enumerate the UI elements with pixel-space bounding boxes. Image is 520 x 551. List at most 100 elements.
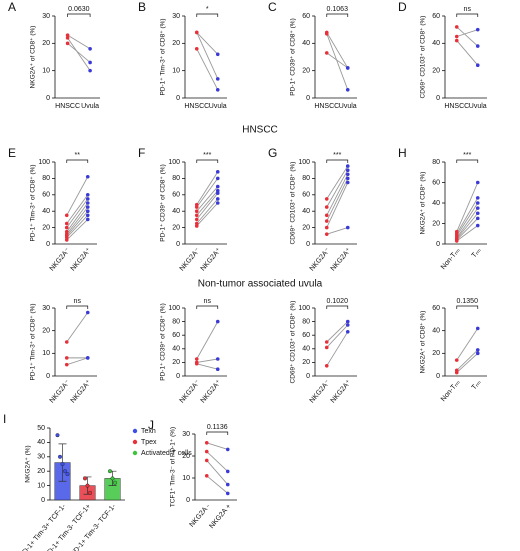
legend-label: Texh bbox=[141, 428, 156, 435]
x-tick-label: Uvula bbox=[209, 103, 227, 110]
data-point bbox=[324, 364, 329, 368]
panel-letter: H bbox=[398, 146, 407, 160]
significance-label: * bbox=[206, 6, 209, 13]
data-point bbox=[85, 483, 90, 488]
pair-line bbox=[456, 349, 479, 371]
legend-marker bbox=[132, 428, 138, 434]
data-point bbox=[88, 60, 92, 65]
y-tick-label: 0 bbox=[436, 241, 440, 248]
data-point bbox=[215, 191, 220, 195]
y-tick-label: 80 bbox=[302, 175, 310, 182]
data-point bbox=[345, 88, 350, 92]
data-point bbox=[345, 176, 350, 181]
y-axis-label: PD-1⁺ CD39⁺ of CD8⁺ (%) bbox=[160, 303, 167, 380]
y-tick-label: 20 bbox=[302, 224, 310, 231]
pair-line bbox=[326, 321, 349, 343]
panel-letter: B bbox=[138, 0, 146, 14]
y-tick-label: 0 bbox=[306, 95, 310, 102]
y-tick-label: 60 bbox=[172, 192, 180, 199]
pair-line bbox=[456, 328, 479, 361]
significance-label: 0.1020 bbox=[327, 298, 349, 305]
x-tick-label: Non-Tᵣₘ bbox=[440, 247, 462, 271]
y-tick-label: 0 bbox=[186, 497, 190, 504]
y-tick-label: 40 bbox=[302, 40, 310, 47]
x-tick-label: HNSCC bbox=[55, 103, 80, 110]
significance-bracket bbox=[456, 159, 479, 163]
data-point bbox=[55, 433, 60, 438]
data-point bbox=[204, 449, 209, 454]
data-point bbox=[475, 348, 480, 352]
panel-letter: A bbox=[8, 0, 16, 14]
data-point bbox=[454, 34, 459, 39]
data-point bbox=[225, 469, 230, 474]
data-point bbox=[475, 351, 480, 356]
panel-letter: F bbox=[138, 146, 145, 160]
data-point bbox=[475, 206, 480, 210]
pair-line bbox=[196, 186, 219, 212]
y-tick-label: 20 bbox=[432, 220, 440, 227]
data-point bbox=[345, 330, 350, 334]
data-point bbox=[475, 201, 480, 205]
data-point bbox=[345, 225, 350, 230]
y-tick-label: 60 bbox=[302, 332, 310, 339]
legend-marker bbox=[132, 450, 138, 456]
data-point bbox=[324, 340, 329, 344]
y-tick-label: 60 bbox=[432, 179, 440, 186]
y-tick-label: 0 bbox=[46, 95, 50, 102]
data-point bbox=[225, 482, 230, 487]
pair-line bbox=[326, 165, 349, 200]
significance-label: 0.1136 bbox=[207, 424, 228, 431]
section-heading: HNSCC bbox=[242, 125, 278, 136]
y-axis-label: CD69⁺ CD103⁺ of CD8⁺ (%) bbox=[290, 162, 297, 245]
data-point bbox=[215, 77, 220, 81]
data-point bbox=[215, 357, 220, 361]
data-point bbox=[58, 454, 63, 459]
data-point bbox=[194, 361, 199, 366]
pair-line bbox=[326, 182, 349, 228]
x-tick-label: Tᵣₘ bbox=[471, 247, 483, 259]
significance-bracket bbox=[456, 13, 479, 17]
data-point bbox=[475, 27, 480, 32]
pair-line bbox=[326, 174, 349, 216]
x-tick-label: Uvula bbox=[469, 103, 487, 110]
x-tick-label: NKG2A⁺ bbox=[70, 379, 93, 405]
data-point bbox=[345, 164, 350, 168]
y-tick-label: 10 bbox=[182, 475, 190, 482]
y-axis-label: CD69⁺ CD103⁺ of CD8⁺ (%) bbox=[290, 301, 297, 384]
y-axis-label: NKG2A⁺ of CD8⁺ (%) bbox=[420, 172, 427, 235]
y-tick-label: 30 bbox=[42, 13, 50, 20]
pair-line bbox=[66, 312, 89, 343]
y-tick-label: 40 bbox=[42, 208, 50, 215]
y-tick-label: 60 bbox=[172, 332, 180, 339]
data-point bbox=[112, 480, 117, 485]
pair-line bbox=[196, 171, 219, 205]
y-tick-label: 20 bbox=[182, 453, 190, 460]
y-tick-label: 80 bbox=[42, 175, 50, 182]
data-point bbox=[475, 180, 480, 185]
data-point bbox=[194, 209, 199, 213]
panel-letter: G bbox=[268, 146, 277, 160]
y-tick-label: 20 bbox=[42, 328, 50, 335]
y-tick-label: 40 bbox=[172, 208, 180, 215]
y-tick-label: 20 bbox=[42, 40, 50, 47]
data-point bbox=[194, 30, 199, 35]
x-tick-label: NKG2A⁻ bbox=[309, 379, 332, 405]
pair-line bbox=[456, 225, 479, 242]
data-point bbox=[475, 196, 480, 200]
pair-line bbox=[456, 202, 479, 237]
y-tick-label: 20 bbox=[42, 224, 50, 231]
data-point bbox=[215, 170, 220, 174]
x-tick-label: NKG2A⁺ bbox=[330, 247, 353, 273]
panel-letter: E bbox=[8, 146, 16, 160]
x-tick-label: Uvula bbox=[339, 103, 357, 110]
x-tick-label: NKG2A⁻ bbox=[309, 247, 332, 273]
significance-label: *** bbox=[203, 152, 211, 159]
data-point bbox=[64, 221, 69, 226]
pair-line bbox=[66, 357, 88, 366]
data-point bbox=[475, 223, 480, 228]
data-point bbox=[110, 476, 115, 481]
y-tick-label: 100 bbox=[298, 305, 310, 312]
pair-line bbox=[326, 324, 349, 348]
data-point bbox=[65, 33, 70, 37]
significance-label: ** bbox=[75, 152, 81, 159]
